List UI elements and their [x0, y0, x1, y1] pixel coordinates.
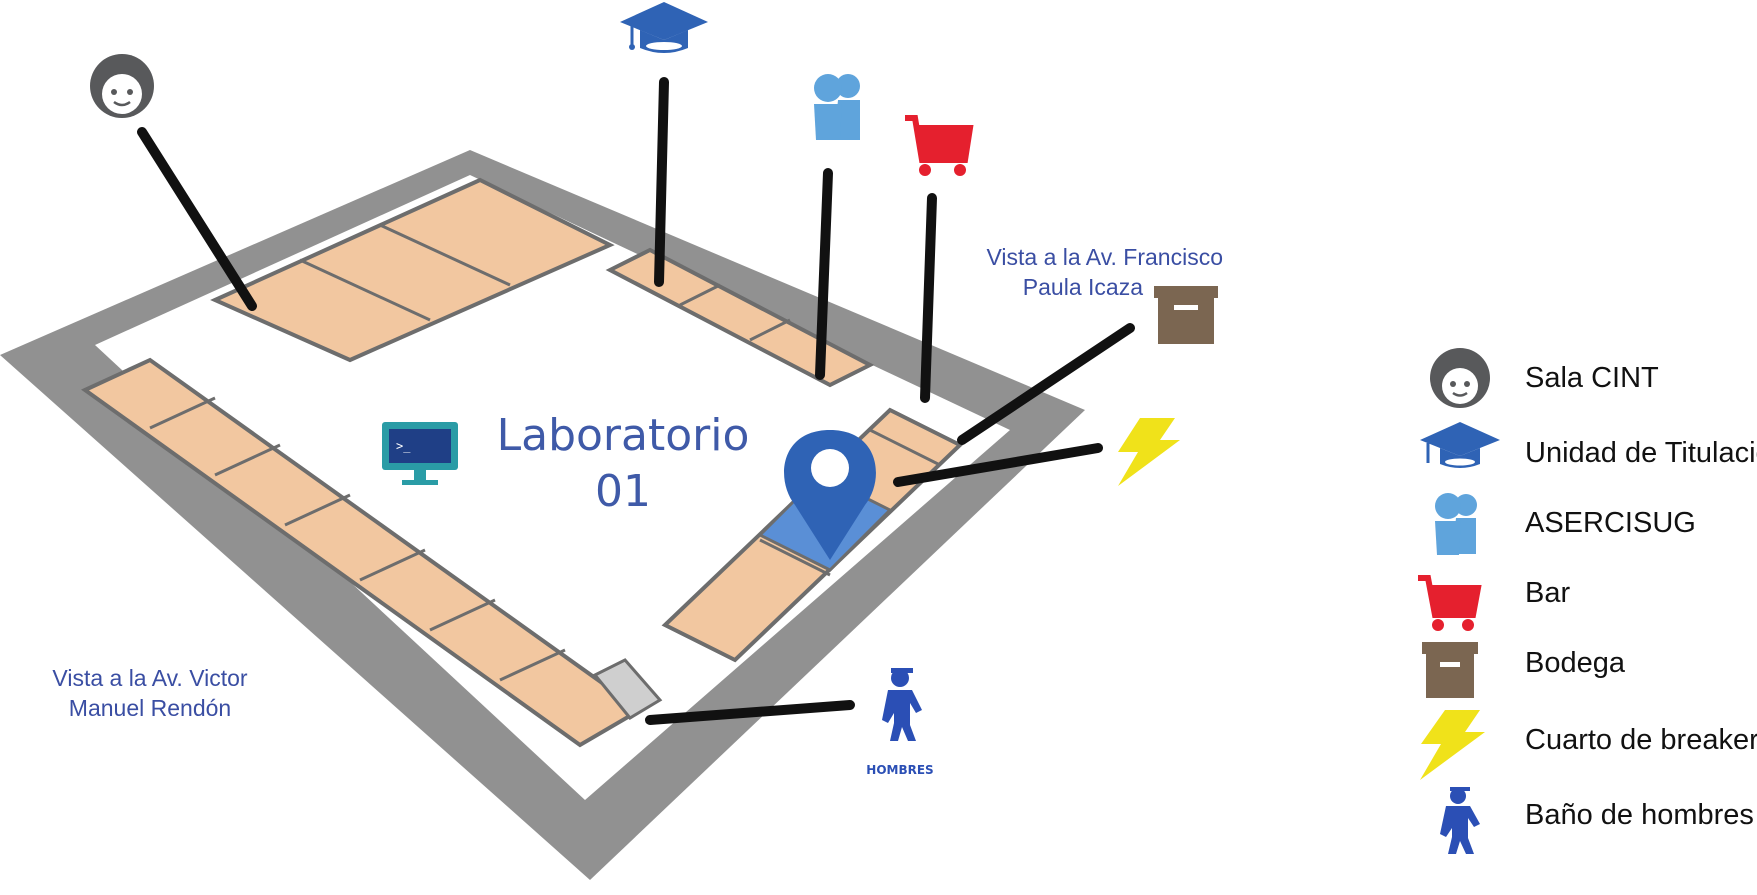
legend-item-bodega: Bodega	[1515, 628, 1625, 698]
street-label-bottom-left-line1: Vista a la Av. Victor	[52, 665, 248, 691]
legend-item-asercisug: ASERCISUG	[1515, 488, 1696, 558]
lightning-bolt-icon[interactable]	[1118, 418, 1180, 486]
lab-title: Laboratorio 01	[463, 408, 783, 520]
legend-face-icon	[1430, 348, 1490, 408]
location-pin-icon[interactable]	[784, 430, 876, 560]
svg-text:>_: >_	[396, 439, 411, 453]
legend-shopping-cart-icon	[1418, 575, 1482, 631]
legend-item-bar: Bar	[1515, 558, 1570, 628]
storage-box-icon[interactable]	[1154, 286, 1218, 344]
legend-item-bano-hombres: Baño de hombres	[1515, 780, 1754, 850]
legend-item-unidad-titulacion: Unidad de Titulación	[1515, 418, 1757, 488]
legend-label: Cuarto de breaker	[1525, 723, 1757, 756]
face-icon[interactable]	[90, 54, 154, 118]
wing-north-west	[210, 177, 615, 363]
legend-lightning-bolt-icon	[1420, 710, 1485, 780]
hombres-caption: HOMBRES	[866, 763, 934, 777]
street-label-top-right-line1: Vista a la Av. Francisco	[986, 244, 1223, 270]
street-label-bottom-left: Vista a la Av. Victor Manuel Rendón	[30, 663, 270, 723]
legend-storage-box-icon	[1422, 642, 1478, 698]
mens-restroom-icon[interactable]	[882, 668, 922, 741]
shopping-cart-icon[interactable]	[905, 115, 974, 176]
restroom-block	[592, 658, 663, 720]
street-label-top-right: Vista a la Av. Francisco Paula Icaza	[963, 242, 1223, 302]
lab-title-line2: 01	[595, 466, 651, 517]
lab-title-line1: Laboratorio	[496, 410, 750, 461]
legend-label: Bodega	[1525, 646, 1625, 679]
graduation-cap-icon[interactable]	[620, 2, 708, 53]
legend-label: Unidad de Titulación	[1525, 436, 1757, 469]
legend-mens-restroom-icon	[1440, 787, 1480, 854]
legend-item-sala-cint: Sala CINT	[1515, 343, 1659, 413]
legend-graduation-cap-icon	[1420, 422, 1500, 468]
legend-label: Bar	[1525, 576, 1571, 609]
legend-label: ASERCISUG	[1525, 506, 1696, 539]
computer-icon: >_	[382, 422, 458, 485]
legend-label: Sala CINT	[1525, 361, 1659, 394]
people-icon[interactable]	[814, 74, 860, 140]
street-label-bottom-left-line2: Manuel Rendón	[68, 695, 232, 721]
legend-item-cuarto-breaker: Cuarto de breaker	[1515, 705, 1757, 775]
wing-north-east	[605, 247, 875, 388]
legend-label: Baño de hombres	[1525, 798, 1754, 831]
legend-people-icon	[1435, 493, 1477, 555]
street-label-top-right-line2: Paula Icaza	[1022, 274, 1143, 300]
